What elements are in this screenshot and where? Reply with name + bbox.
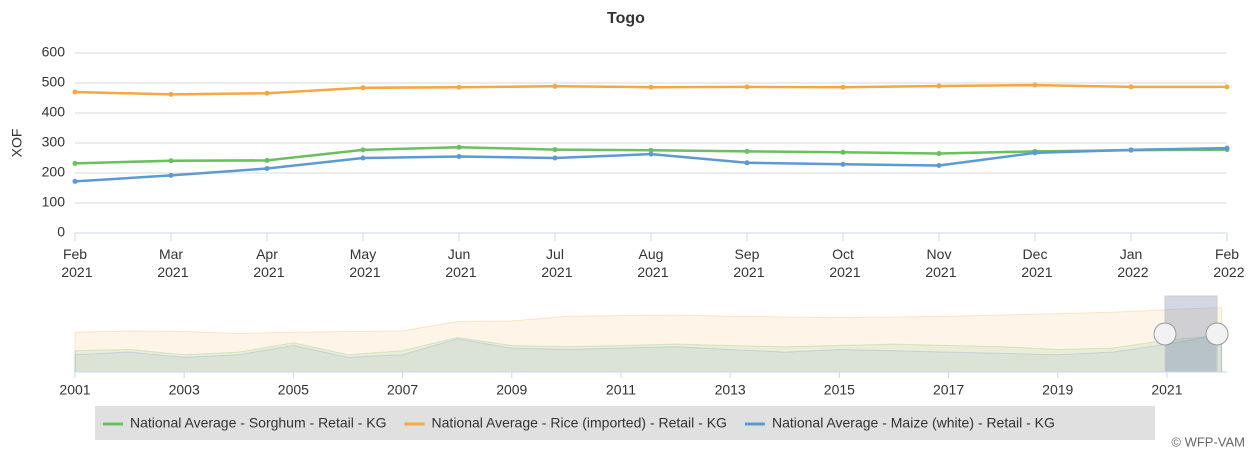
x-tick-label: Jul 2021 — [537, 246, 572, 280]
navigator-tick-label: 2011 — [606, 382, 636, 398]
point — [744, 84, 750, 90]
point — [744, 148, 750, 154]
point — [360, 147, 366, 153]
x-tick-label: May 2021 — [345, 246, 380, 280]
point — [72, 160, 78, 166]
navigator-tick-label: 2001 — [59, 382, 90, 398]
point — [1224, 84, 1230, 90]
navigator-tick-label: 2013 — [715, 382, 746, 398]
credit: © WFP-VAM — [1171, 434, 1245, 449]
point — [1032, 150, 1038, 156]
point — [456, 154, 462, 159]
navigator-tick-label: 2019 — [1042, 382, 1073, 398]
point — [1128, 147, 1134, 153]
y-tick-label: 600 — [42, 44, 66, 60]
y-axis-label: XOF — [9, 129, 25, 158]
point — [936, 163, 942, 168]
y-tick-label: 400 — [42, 104, 66, 120]
y-tick-label: 500 — [42, 74, 66, 90]
legend-label: National Average - Rice (imported) - Ret… — [432, 415, 727, 431]
chart-title: Togo — [607, 10, 645, 27]
legend-label: National Average - Maize (white) - Retai… — [772, 415, 1055, 431]
navigator-tick-label: 2003 — [169, 382, 200, 398]
y-tick-label: 200 — [42, 164, 66, 180]
point — [552, 147, 558, 153]
navigator-tick-label: 2007 — [387, 382, 418, 398]
x-tick-label: Oct 2021 — [825, 246, 860, 280]
navigator-handle — [1205, 322, 1229, 346]
navigator-tick-label: 2017 — [933, 382, 964, 398]
point — [360, 85, 366, 91]
y-tick-label: 100 — [42, 194, 66, 210]
navigator-tick-label: 2009 — [496, 382, 527, 398]
x-tick-label: Dec 2021 — [1017, 246, 1052, 280]
point — [72, 178, 78, 184]
point — [456, 144, 462, 150]
navigator-handle — [1153, 322, 1177, 346]
point — [1128, 84, 1134, 90]
point — [648, 147, 654, 153]
point — [840, 161, 846, 167]
y-tick-label: 0 — [57, 224, 65, 240]
point — [936, 151, 942, 156]
point — [264, 90, 270, 96]
navigator-area — [74, 306, 1223, 373]
point — [552, 83, 558, 89]
y-tick-label: 300 — [42, 134, 66, 150]
legend-label: National Average - Sorghum - Retail - KG — [130, 415, 387, 431]
point — [648, 151, 654, 157]
point — [936, 83, 942, 89]
point — [744, 160, 750, 166]
x-tick-label: Aug 2021 — [633, 246, 668, 280]
point — [72, 89, 78, 95]
x-tick-label: Sep 2021 — [729, 246, 764, 280]
point — [264, 166, 270, 171]
x-tick-label: Nov 2021 — [921, 246, 956, 280]
point — [552, 155, 558, 161]
point — [264, 157, 270, 163]
x-tick-label: Apr 2021 — [249, 246, 284, 280]
x-tick-label: Jan 2022 — [1113, 246, 1148, 280]
legend-box — [95, 406, 1155, 440]
point — [840, 149, 846, 155]
point — [168, 158, 174, 164]
point — [168, 172, 174, 178]
x-tick-label: Feb 2022 — [1209, 246, 1244, 280]
point — [360, 155, 366, 161]
point — [1224, 145, 1230, 151]
navigator-tick-label: 2005 — [278, 382, 309, 398]
navigator-tick-label: 2021 — [1151, 382, 1182, 398]
point — [456, 84, 462, 90]
point — [1032, 82, 1038, 88]
x-tick-label: Mar 2021 — [153, 246, 188, 280]
x-tick-label: Feb 2021 — [57, 246, 92, 280]
point — [648, 84, 654, 90]
point — [840, 84, 846, 90]
navigator-tick-label: 2015 — [824, 382, 855, 398]
point — [168, 91, 174, 97]
x-tick-label: Jun 2021 — [441, 246, 476, 280]
